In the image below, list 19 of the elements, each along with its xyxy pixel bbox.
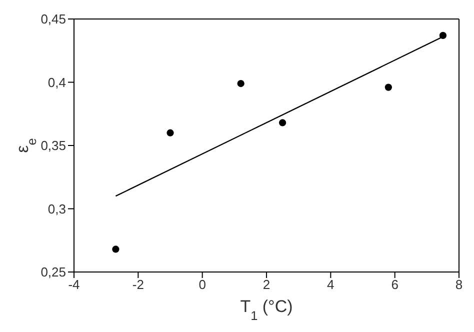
x-tick-label: 2 — [262, 277, 270, 292]
y-tick-label: 0,3 — [48, 201, 66, 216]
y-tick-label: 0,4 — [48, 74, 66, 90]
point — [237, 80, 244, 88]
x-tick-label: 6 — [391, 277, 398, 292]
x-tick-label: -2 — [132, 277, 144, 292]
x-axis-title: T$_{1}$ (°C) — [240, 297, 293, 322]
point — [166, 129, 174, 136]
x-tick-label: 4 — [327, 277, 334, 292]
y-tick-label: 0,45 — [40, 12, 66, 27]
y-tick-label: 0,35 — [40, 138, 66, 154]
y-tick-label: 0,25 — [40, 264, 66, 280]
x-tick-label: -4 — [68, 277, 80, 292]
x-tick-label: 8 — [455, 277, 463, 292]
point — [112, 246, 120, 253]
point — [278, 119, 286, 126]
point — [439, 32, 447, 40]
point — [384, 84, 392, 91]
x-tick-label: 0 — [198, 277, 206, 292]
